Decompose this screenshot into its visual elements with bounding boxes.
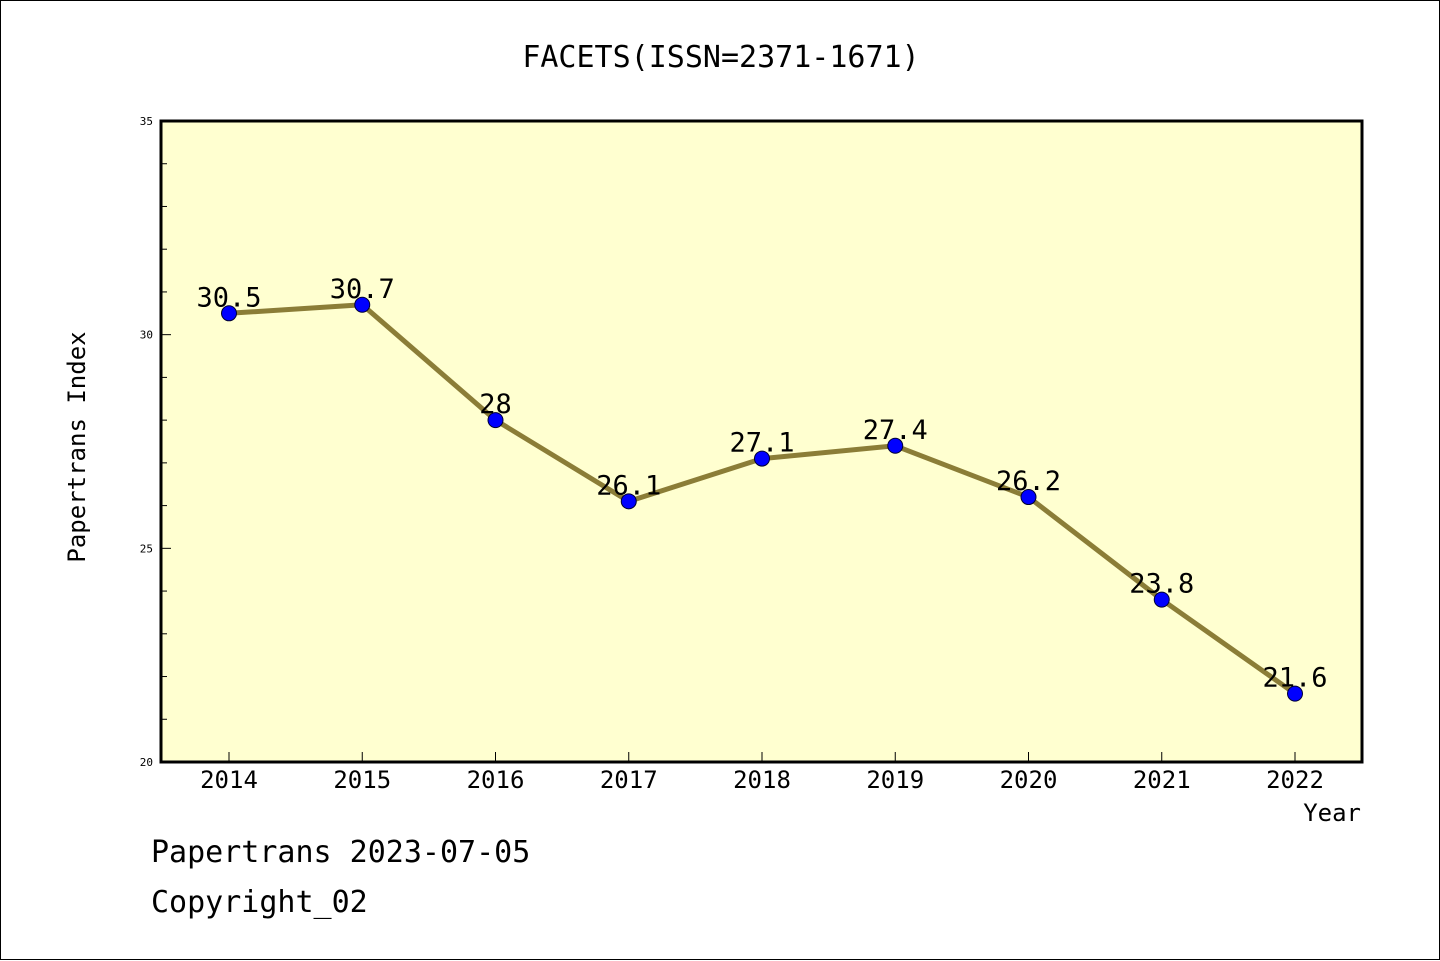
data-point xyxy=(1287,685,1303,702)
x-axis-ticks: 2014 2015 2016 2017 2018 2019 2020 2021 2022 xyxy=(200,752,1324,794)
data-label: 26.2 xyxy=(996,466,1061,497)
y-axis-ticks: 20 25 30 35 xyxy=(140,115,171,769)
x-axis-label: Year xyxy=(1303,799,1361,827)
data-point xyxy=(754,450,770,467)
x-tick-label: 2016 xyxy=(467,766,525,794)
data-label: 28 xyxy=(479,389,512,420)
x-tick-label: 2015 xyxy=(333,766,391,794)
data-point xyxy=(887,437,904,454)
data-label: 21.6 xyxy=(1262,663,1327,694)
y-tick-label: 25 xyxy=(140,542,153,555)
data-label: 26.1 xyxy=(596,470,661,501)
x-tick-label: 2021 xyxy=(1133,766,1191,794)
data-label: 23.8 xyxy=(1129,569,1194,600)
data-labels: 30.5 30.7 28 26.1 27.1 27.4 26.2 23.8 21.6 xyxy=(196,274,1327,694)
data-label: 27.4 xyxy=(863,415,928,446)
x-tick-label: 2017 xyxy=(600,766,658,794)
data-label: 30.7 xyxy=(330,274,395,305)
x-tick-label: 2018 xyxy=(733,766,791,794)
footer-date: Papertrans 2023-07-05 xyxy=(151,835,531,870)
y-tick-label: 30 xyxy=(140,329,153,342)
data-point xyxy=(221,305,237,322)
y-axis-label: Papertrans Index xyxy=(63,331,91,562)
chart-title: FACETS(ISSN=2371-1671) xyxy=(522,40,919,75)
plot-area xyxy=(159,119,1364,764)
x-tick-label: 2022 xyxy=(1266,766,1324,794)
data-point xyxy=(1153,591,1170,608)
data-point xyxy=(354,296,371,313)
y-tick-label: 35 xyxy=(140,115,153,128)
data-label: 30.5 xyxy=(196,282,261,313)
y-tick-label: 20 xyxy=(140,756,153,769)
series-markers xyxy=(221,296,1303,702)
x-tick-label: 2020 xyxy=(1000,766,1058,794)
data-label: 27.1 xyxy=(729,428,794,459)
x-tick-label: 2019 xyxy=(866,766,924,794)
footer-copyright: Copyright_02 xyxy=(151,885,368,920)
data-point xyxy=(487,412,504,429)
data-point xyxy=(1020,489,1037,506)
x-tick-label: 2014 xyxy=(200,766,258,794)
data-point xyxy=(620,493,637,510)
